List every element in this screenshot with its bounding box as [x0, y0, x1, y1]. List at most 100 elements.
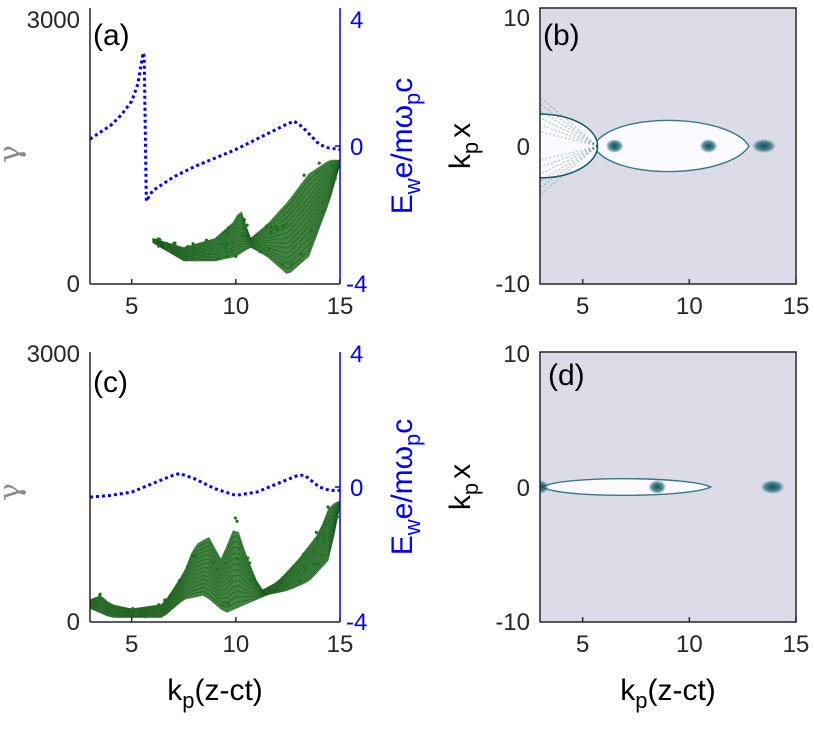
panel-a-particle-dot-21: [223, 229, 228, 234]
panel-a-particle-dot-38: [251, 240, 255, 245]
panel-c-rtick-neg4: -4: [346, 609, 367, 636]
panel-d: 5 10 15 10 0 -10 (d) kpx kp(z-ct): [444, 341, 809, 713]
panel-d-xlabel: kp(z-ct): [620, 674, 716, 713]
panel-c-particle-dot-59: [163, 598, 167, 602]
panel-a-particle-dot-26: [302, 173, 306, 177]
panel-a-particle-dot-69: [240, 233, 244, 237]
panel-d-bunch-2: [760, 480, 785, 494]
panel-c-particle-dot-62: [173, 601, 177, 605]
panel-c-particle-dot-46: [175, 583, 179, 587]
panel-c-particle-dot-23: [273, 584, 277, 588]
panel-a-particle-dot-68: [242, 218, 246, 222]
panel-c-particle-dot-15: [211, 560, 216, 564]
panel-b-ylabel: kpx: [444, 123, 483, 169]
panel-a-particle-dot-12: [229, 248, 233, 252]
panel-c-particle-stripe-1: [90, 504, 340, 618]
panel-c-particle-dot-54: [303, 565, 307, 569]
panel-a-particle-dot-24: [280, 262, 285, 266]
panel-c: 5 10 15 0 3000 4 0 -4 (c) γ Ewe/mωpc kp(z-…: [0, 341, 425, 713]
panel-c-particle-dot-45: [162, 612, 167, 616]
panel-c-particle-stripe-5: [90, 503, 340, 615]
panel-c-xtick-1: 10: [222, 631, 249, 658]
panel-a-particles: [152, 159, 340, 274]
panel-c-ytick-0: 0: [67, 609, 80, 636]
panel-d-bunch-0: [540, 480, 549, 494]
panel-b-trail-down-5: [540, 145, 598, 196]
panel-c-particle-dot-56: [233, 516, 237, 520]
panel-a-particle-stripe-0: [152, 164, 340, 274]
panel-a-particle-stripe-2: [152, 163, 340, 264]
panel-a-particle-dot-41: [333, 177, 337, 181]
panel-a-rtick-0: 0: [350, 134, 363, 161]
panel-c-particle-dot-52: [315, 537, 320, 541]
panel-c-label: (c): [93, 366, 128, 399]
panel-c-particle-dot-42: [278, 588, 282, 593]
panel-a: 5 10 15 0 3000 4 0 -4 (a) γ Ewe/mωpc: [0, 7, 425, 320]
panel-a-particle-dot-67: [223, 245, 228, 249]
panel-a-particle-dot-8: [170, 243, 174, 248]
panel-b-label: (b): [543, 19, 580, 52]
panel-c-particle-stripe-2: [90, 504, 340, 617]
panel-c-particle-dot-21: [298, 579, 302, 583]
panel-c-rtick-0: 0: [350, 475, 363, 502]
panel-a-rtick-4: 4: [350, 7, 363, 34]
panel-c-particle-stripe-11: [90, 501, 340, 611]
panel-a-particle-dot-48: [299, 252, 303, 256]
panel-a-particle-stripe-8: [152, 161, 340, 254]
panel-b-bunch-2: [752, 139, 776, 153]
panel-c-xtick-0: 5: [125, 631, 138, 658]
panel-a-particle-dot-16: [225, 255, 230, 259]
panel-a-particle-dot-3: [220, 242, 224, 246]
panel-c-particle-dot-61: [134, 612, 138, 616]
panel-c-particle-dot-22: [326, 505, 330, 509]
panel-a-particle-stripe-9: [152, 161, 340, 253]
panel-c-particle-dot-36: [251, 575, 256, 579]
panel-d-xtick-2: 15: [783, 631, 810, 658]
panel-a-particle-dot-2: [320, 209, 324, 214]
panel-b-bunch-1: [699, 139, 718, 153]
panel-c-particle-dot-7: [161, 605, 165, 610]
panel-c-particle-stripe-4: [90, 503, 340, 616]
panel-c-particle-stripe-10: [90, 501, 340, 612]
panel-c-particle-dot-51: [92, 602, 96, 606]
panel-a-particle-dot-61: [275, 228, 280, 232]
panel-a-particle-dot-6: [225, 250, 229, 254]
panel-c-particle-dot-12: [248, 578, 252, 582]
panel-a-particle-dot-18: [269, 230, 273, 235]
panel-d-ytick-0: 0: [517, 475, 530, 502]
panel-c-particle-dot-38: [191, 554, 196, 558]
panel-c-particle-dot-53: [301, 552, 306, 556]
panel-a-particle-dot-66: [334, 164, 338, 169]
panel-a-particle-dot-59: [226, 231, 230, 235]
panel-c-particle-dot-50: [284, 584, 288, 588]
panel-c-particle-dot-39: [335, 515, 339, 519]
panel-a-particle-dot-25: [192, 245, 196, 249]
panel-c-particle-dot-65: [98, 592, 102, 596]
panel-a-particle-dot-40: [309, 229, 313, 233]
panel-b-trail-up-0: [540, 131, 598, 147]
panel-d-label: (d): [548, 359, 585, 392]
panel-c-particle-dot-44: [159, 610, 163, 614]
panel-c-particle-dot-8: [131, 607, 135, 611]
panel-d-ylabel: kpx: [444, 464, 483, 510]
panel-b-trail-down-3: [540, 145, 598, 182]
panel-a-particle-dot-4: [267, 246, 271, 251]
panel-c-particle-dot-30: [327, 518, 331, 522]
panel-c-particle-dot-2: [107, 610, 112, 614]
panel-a-particle-dot-58: [330, 164, 334, 168]
panel-c-field-line-path: [90, 471, 340, 499]
panel-c-particle-dot-35: [246, 556, 250, 560]
panel-c-particle-dot-66: [235, 519, 239, 523]
panel-c-particle-stripe-8: [90, 502, 340, 613]
panel-a-particle-dot-43: [265, 224, 269, 228]
panel-c-field-line: [90, 471, 340, 499]
panel-c-particle-dot-18: [117, 606, 121, 610]
panel-b-trail-down-2: [540, 145, 598, 175]
panel-a-particle-dot-64: [157, 244, 161, 248]
panel-c-particle-dot-68: [270, 586, 275, 590]
panel-c-particle-dot-69: [157, 603, 161, 607]
panel-c-particle-dot-34: [116, 610, 120, 615]
panel-b-ytick-10: 10: [503, 5, 530, 32]
panel-a-particle-dot-14: [283, 223, 288, 227]
panel-a-particle-stripe-10: [152, 160, 340, 252]
